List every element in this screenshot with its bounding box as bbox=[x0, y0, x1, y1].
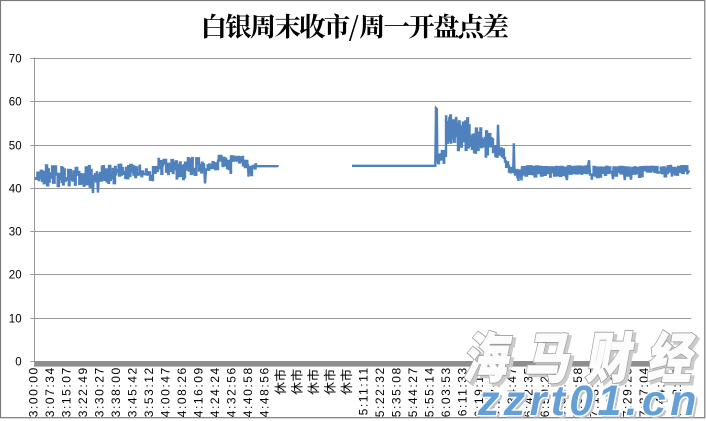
svg-text:4:32:56: 4:32:56 bbox=[225, 366, 239, 417]
svg-text:zzrt01.cn: zzrt01.cn bbox=[480, 380, 704, 421]
svg-text:4:16:09: 4:16:09 bbox=[192, 366, 206, 417]
svg-text:6:03:53: 6:03:53 bbox=[439, 366, 453, 417]
svg-text:40: 40 bbox=[9, 184, 22, 196]
svg-text:10: 10 bbox=[9, 314, 22, 326]
svg-text:30: 30 bbox=[9, 227, 22, 239]
svg-text:20: 20 bbox=[9, 270, 22, 282]
svg-text:60: 60 bbox=[9, 97, 22, 109]
svg-text:5:35:08: 5:35:08 bbox=[390, 366, 404, 417]
svg-text:7:05:58: 7:05:58 bbox=[571, 366, 585, 417]
svg-text:5:22:32: 5:22:32 bbox=[373, 366, 387, 417]
svg-text:3:22:49: 3:22:49 bbox=[76, 366, 90, 417]
svg-text:5:55:14: 5:55:14 bbox=[423, 366, 437, 417]
svg-text:4:48:56: 4:48:56 bbox=[258, 366, 272, 417]
svg-text:zzrt01.cn: zzrt01.cn bbox=[477, 377, 701, 421]
svg-text:4:24:24: 4:24:24 bbox=[208, 366, 222, 417]
svg-text:6:34:47: 6:34:47 bbox=[505, 366, 519, 417]
svg-text:3:07:34: 3:07:34 bbox=[43, 366, 57, 417]
svg-text:3:38:00: 3:38:00 bbox=[109, 366, 123, 417]
svg-text:3:53:12: 3:53:12 bbox=[142, 366, 156, 417]
svg-text:50: 50 bbox=[9, 141, 22, 153]
svg-text:3:15:07: 3:15:07 bbox=[60, 366, 74, 417]
svg-text:4:08:26: 4:08:26 bbox=[175, 366, 189, 417]
svg-text:5:44:27: 5:44:27 bbox=[406, 366, 420, 417]
svg-text:3:30:27: 3:30:27 bbox=[93, 366, 107, 417]
svg-text:3:45:42: 3:45:42 bbox=[126, 366, 140, 417]
svg-text:5:11:11: 5:11:11 bbox=[357, 366, 371, 415]
svg-text:6:42:35: 6:42:35 bbox=[522, 366, 536, 417]
svg-text:4:00:47: 4:00:47 bbox=[159, 366, 173, 417]
svg-text:4:40:58: 4:40:58 bbox=[241, 366, 255, 417]
svg-text:70: 70 bbox=[9, 54, 22, 66]
svg-text:3:00:00: 3:00:00 bbox=[27, 366, 41, 417]
svg-text:0: 0 bbox=[15, 357, 21, 369]
